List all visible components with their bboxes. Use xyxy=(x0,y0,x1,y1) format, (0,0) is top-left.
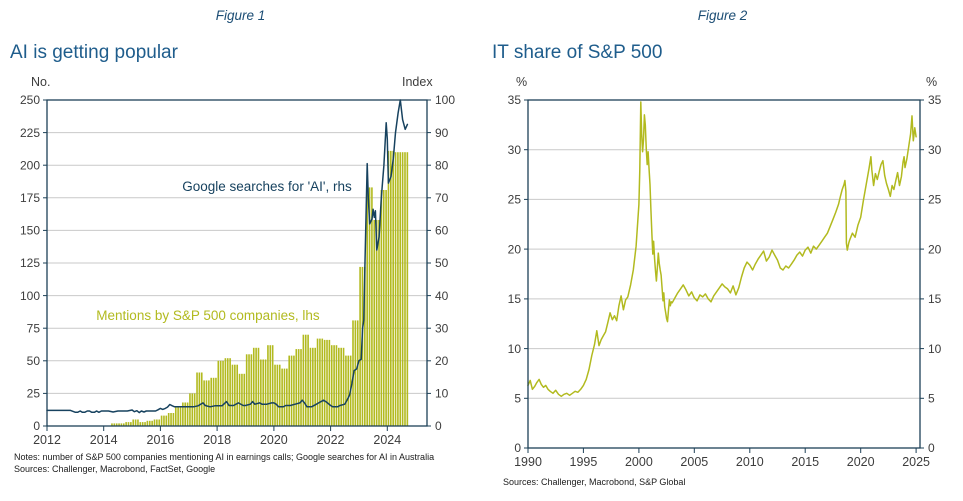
figure2-left-axis-unit: % xyxy=(516,75,528,89)
svg-text:35: 35 xyxy=(928,93,942,107)
svg-text:2012: 2012 xyxy=(33,433,61,447)
svg-text:10: 10 xyxy=(928,342,942,356)
figure1-footnotes: Notes: number of S&P 500 companies menti… xyxy=(14,452,476,475)
svg-text:2024: 2024 xyxy=(373,433,401,447)
svg-text:0: 0 xyxy=(435,419,442,433)
svg-text:175: 175 xyxy=(20,191,40,205)
svg-text:40: 40 xyxy=(435,289,449,303)
svg-text:30: 30 xyxy=(435,321,449,335)
svg-text:2018: 2018 xyxy=(203,433,231,447)
figure2-sources-text: Sources: Challenger, Macrobond, S&P Glob… xyxy=(503,477,686,487)
svg-text:100: 100 xyxy=(435,93,455,107)
svg-text:2022: 2022 xyxy=(317,433,345,447)
figure1-sources-text: Sources: Challenger, Macrobond, FactSet,… xyxy=(14,463,216,474)
svg-text:90: 90 xyxy=(435,126,449,140)
svg-text:25: 25 xyxy=(928,193,942,207)
svg-text:15: 15 xyxy=(508,292,522,306)
figure2-right-axis-unit: % xyxy=(926,75,938,89)
svg-text:2010: 2010 xyxy=(736,455,764,469)
figure2-title: IT share of S&P 500 xyxy=(492,42,663,63)
svg-text:2015: 2015 xyxy=(791,455,819,469)
svg-text:5: 5 xyxy=(514,391,521,405)
svg-text:20: 20 xyxy=(435,354,449,368)
figure2-footnotes: Sources: Challenger, Macrobond, S&P Glob… xyxy=(503,477,923,489)
svg-text:10: 10 xyxy=(508,342,522,356)
svg-text:50: 50 xyxy=(27,354,41,368)
svg-text:15: 15 xyxy=(928,292,942,306)
svg-text:150: 150 xyxy=(20,224,40,238)
svg-text:80: 80 xyxy=(435,158,449,172)
svg-text:70: 70 xyxy=(435,191,449,205)
svg-text:2020: 2020 xyxy=(847,455,875,469)
svg-text:2016: 2016 xyxy=(147,433,175,447)
svg-text:60: 60 xyxy=(435,224,449,238)
svg-text:1990: 1990 xyxy=(514,455,542,469)
svg-text:30: 30 xyxy=(508,143,522,157)
svg-text:2005: 2005 xyxy=(680,455,708,469)
svg-text:30: 30 xyxy=(928,143,942,157)
svg-text:5: 5 xyxy=(928,391,935,405)
svg-text:2000: 2000 xyxy=(625,455,653,469)
svg-text:25: 25 xyxy=(27,387,41,401)
figure1-line-series-label: Google searches for 'AI', rhs xyxy=(182,179,352,194)
figure1-right-axis-unit: Index xyxy=(402,75,433,89)
svg-text:225: 225 xyxy=(20,126,40,140)
svg-text:2014: 2014 xyxy=(90,433,118,447)
svg-text:35: 35 xyxy=(508,93,522,107)
svg-text:200: 200 xyxy=(20,158,40,172)
svg-text:2025: 2025 xyxy=(902,455,930,469)
svg-text:0: 0 xyxy=(514,441,521,455)
figure1-title: AI is getting popular xyxy=(10,42,178,63)
svg-text:10: 10 xyxy=(435,387,449,401)
svg-text:0: 0 xyxy=(33,419,40,433)
figure1-caption: Figure 1 xyxy=(215,8,266,23)
svg-text:250: 250 xyxy=(20,93,40,107)
svg-text:125: 125 xyxy=(20,256,40,270)
svg-text:50: 50 xyxy=(435,256,449,270)
svg-text:0: 0 xyxy=(928,441,935,455)
figure2-caption: Figure 2 xyxy=(697,8,748,23)
figure1-left-axis-unit: No. xyxy=(31,75,51,89)
svg-text:100: 100 xyxy=(20,289,40,303)
svg-text:20: 20 xyxy=(928,242,942,256)
svg-text:2020: 2020 xyxy=(260,433,288,447)
svg-text:25: 25 xyxy=(508,193,522,207)
figure1-bar-series-label: Mentions by S&P 500 companies, lhs xyxy=(96,308,320,323)
svg-text:75: 75 xyxy=(27,321,41,335)
svg-text:1995: 1995 xyxy=(570,455,598,469)
svg-text:20: 20 xyxy=(508,242,522,256)
figure1-notes-text: Notes: number of S&P 500 companies menti… xyxy=(14,452,435,462)
